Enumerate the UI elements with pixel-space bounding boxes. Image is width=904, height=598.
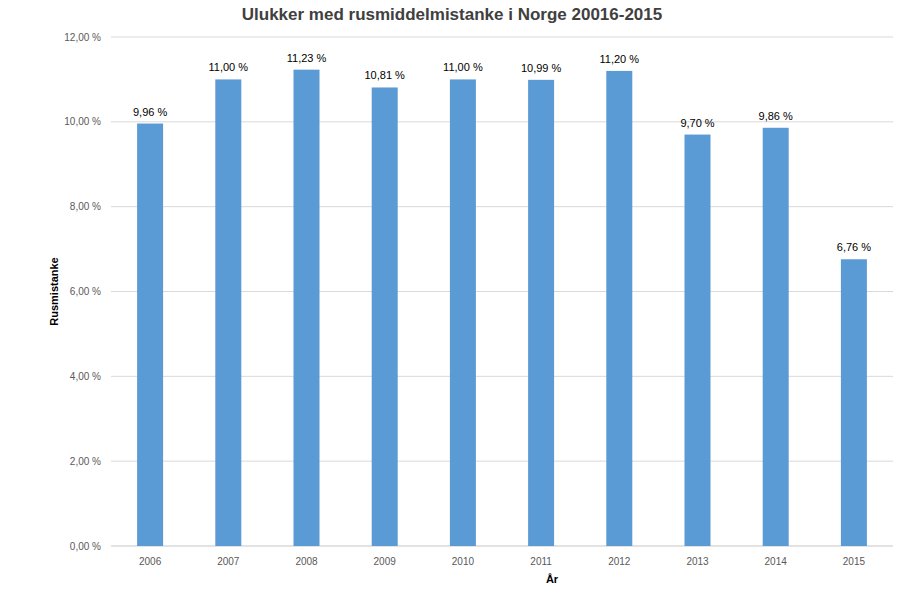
data-label: 10,99 % (521, 62, 562, 74)
bar (685, 135, 711, 546)
y-tick-label: 4,00 % (70, 371, 101, 382)
y-tick-label: 12,00 % (64, 32, 101, 43)
bar (606, 71, 632, 546)
chart-container: 0,00 % 2,00 % 4,00 % 6,00 % 8,00 % 10,00 % 12,… (0, 0, 904, 598)
y-axis-label: Rusmistanke (48, 257, 60, 325)
x-tick-label: 2015 (843, 556, 866, 567)
data-label: 9,70 % (680, 117, 714, 129)
y-tick-label: 8,00 % (70, 201, 101, 212)
x-tick-label: 2008 (295, 556, 318, 567)
grid (111, 37, 893, 546)
x-tick-label: 2010 (452, 556, 475, 567)
bar (215, 79, 241, 546)
x-tick-label: 2011 (530, 556, 552, 567)
bar (372, 87, 398, 546)
grid-line (111, 37, 893, 38)
x-tick-label: 2012 (608, 556, 631, 567)
y-tick-label: 6,00 % (70, 286, 101, 297)
bar (528, 80, 554, 546)
data-label: 10,81 % (365, 69, 406, 81)
data-label: 11,00 % (443, 61, 483, 73)
bar (294, 70, 320, 546)
bar (763, 128, 789, 546)
bar (841, 259, 867, 546)
x-tick-label: 2013 (686, 556, 709, 567)
y-tick-label: 10,00 % (64, 116, 101, 127)
x-tick-label: 2014 (765, 556, 788, 567)
x-axis-label: År (546, 573, 559, 585)
x-tick-label: 2006 (139, 556, 162, 567)
x-tick-label: 2007 (217, 556, 240, 567)
bars (137, 70, 867, 546)
y-tick-label: 0,00 % (70, 541, 101, 552)
data-label: 6,76 % (837, 241, 871, 253)
data-label: 11,20 % (600, 53, 640, 65)
data-label: 11,00 % (209, 61, 249, 73)
data-label: 11,23 % (287, 52, 327, 64)
title: Ulukker med rusmiddelmistanke i Norge 20… (242, 5, 662, 24)
data-label: 9,86 % (759, 110, 793, 122)
bar (450, 79, 476, 546)
data-label: 9,96 % (133, 106, 167, 118)
y-tick-label: 2,00 % (70, 456, 101, 467)
x-tick-label: 2009 (374, 556, 397, 567)
chart-svg: 0,00 % 2,00 % 4,00 % 6,00 % 8,00 % 10,00 % 12,… (0, 0, 904, 598)
bar (137, 124, 163, 546)
